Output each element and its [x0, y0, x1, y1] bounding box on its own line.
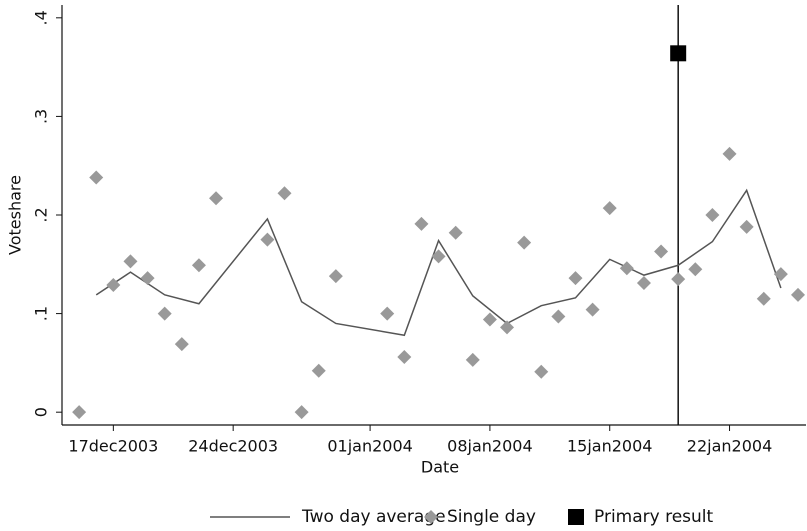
point: [756, 291, 771, 306]
point: [739, 219, 754, 234]
point: [671, 272, 686, 287]
point: [414, 216, 429, 231]
y-tick-label: .2: [32, 207, 51, 222]
point: [174, 337, 189, 352]
legend-swatch: [568, 509, 584, 525]
y-tick-label: .3: [32, 109, 51, 124]
point: [311, 363, 326, 378]
y-tick-label: .4: [32, 10, 51, 25]
point: [431, 249, 446, 264]
point: [191, 258, 206, 273]
point: [448, 225, 463, 240]
point: [106, 278, 121, 292]
x-tick-label: 22jan2004: [687, 437, 772, 456]
point: [209, 191, 224, 206]
point: [482, 312, 497, 327]
point: [277, 186, 292, 201]
point: [380, 306, 395, 321]
point: [773, 267, 788, 282]
legend-swatch: [424, 510, 438, 524]
point: [517, 235, 532, 250]
line: [95, 188, 782, 337]
point: [670, 45, 687, 62]
point: [500, 320, 515, 335]
point: [534, 364, 549, 379]
point: [688, 262, 703, 277]
legend-label: Primary result: [594, 507, 714, 527]
point: [602, 201, 617, 216]
point: [585, 302, 600, 317]
point: [636, 276, 651, 291]
y-tick-label: .1: [32, 306, 51, 321]
point: [157, 306, 172, 321]
x-tick-label: 08jan2004: [447, 437, 532, 456]
x-tick-label: 01jan2004: [327, 437, 412, 456]
y-tick-label: 0: [32, 407, 51, 417]
x-tick-label: 15jan2004: [567, 437, 652, 456]
point: [705, 208, 720, 222]
point: [140, 271, 155, 286]
point: [654, 244, 669, 259]
point: [397, 349, 412, 364]
point: [568, 271, 583, 286]
y-axis-label: Voteshare: [6, 175, 25, 255]
point: [722, 146, 737, 161]
legend-label: Single day: [447, 507, 536, 527]
point: [260, 232, 275, 247]
point: [72, 405, 87, 420]
point: [89, 170, 104, 185]
point: [123, 254, 138, 269]
point: [791, 287, 805, 302]
point: [465, 352, 480, 367]
x-tick-label: 24dec2003: [188, 437, 278, 456]
point: [551, 309, 566, 324]
legend-label: Two day average: [301, 507, 446, 527]
point: [328, 269, 343, 284]
point: [294, 405, 309, 420]
point: [619, 261, 634, 276]
legend: Two day average Single day Primary result: [210, 507, 714, 527]
x-tick-label: 17dec2003: [68, 437, 158, 456]
x-axis-label: Date: [421, 458, 459, 477]
